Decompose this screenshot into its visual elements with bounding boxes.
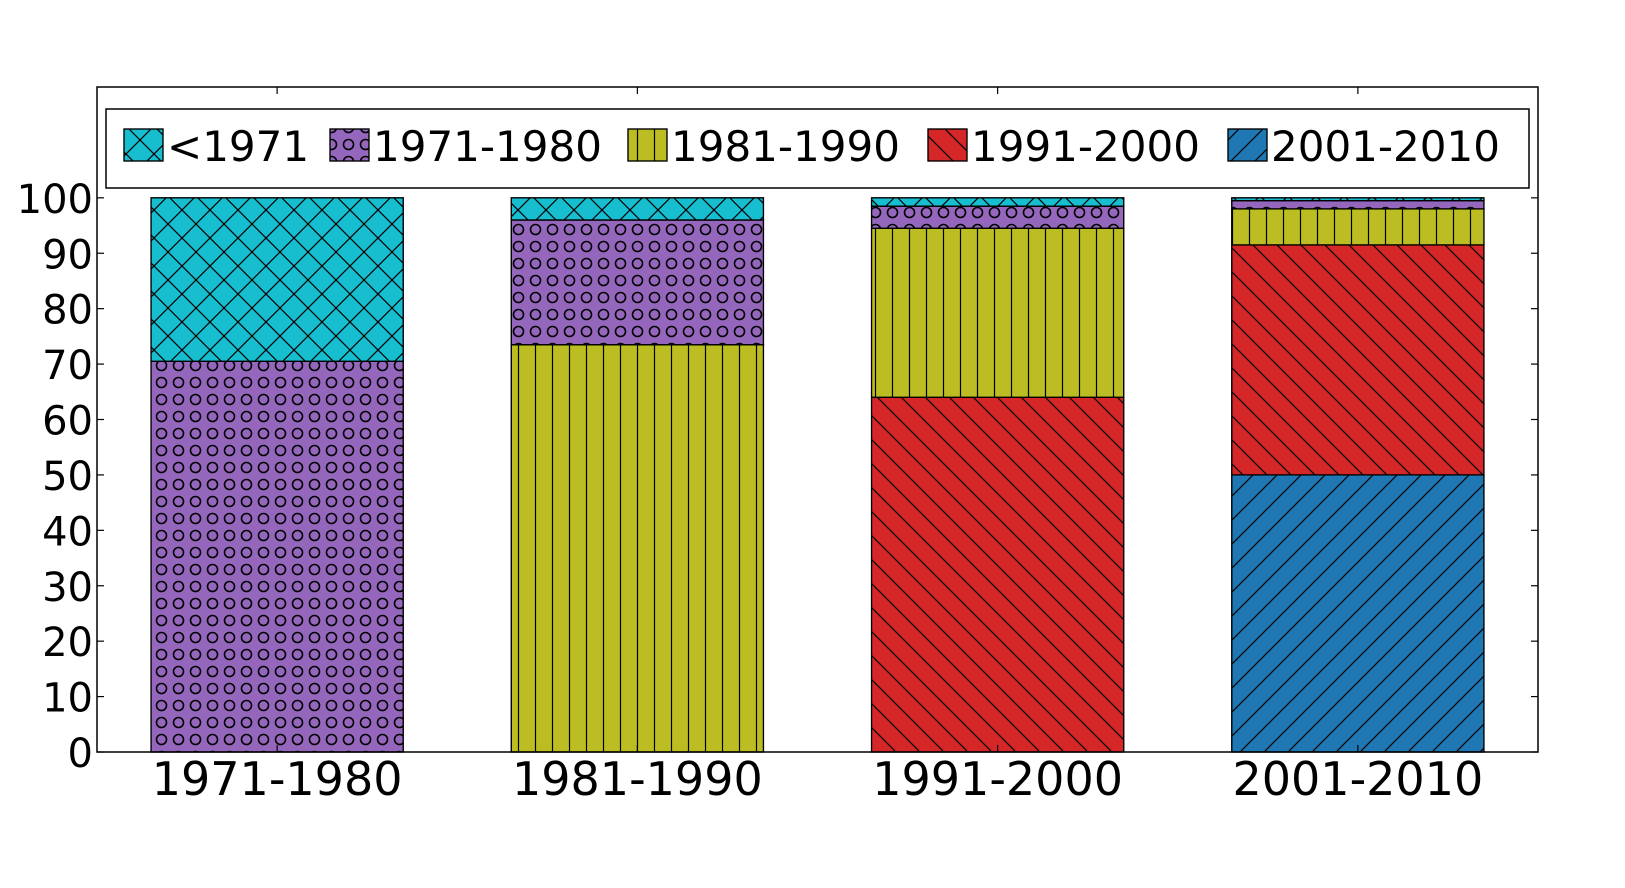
legend-swatch-hatch-before-1971	[123, 128, 164, 162]
legend-label-2001-2010: 2001-2010	[1271, 122, 1500, 171]
x-tick-label: 1991-2000	[872, 752, 1123, 806]
bar-hatch-1981-1990-1981-1990	[510, 344, 765, 753]
x-tick-label: 1981-1990	[512, 752, 763, 806]
legend-swatch-hatch-1991-2000	[927, 128, 968, 162]
bar-hatch-1981-1990-before-1971	[510, 197, 765, 221]
legend: <1971 1971-1980 1981-1990 1991-2000 2001-201…	[105, 108, 1530, 189]
bar-hatch-2001-2010-1981-1990	[1231, 208, 1485, 246]
y-tick-label: 70	[42, 343, 93, 389]
y-tick-label: 40	[42, 509, 93, 555]
y-tick-label: 90	[42, 232, 93, 278]
legend-swatch-hatch-1971-1980	[329, 128, 370, 162]
legend-label-before-1971: <1971	[167, 122, 309, 171]
legend-swatch-hatch-2001-2010	[1227, 128, 1268, 162]
bar-hatch-2001-2010-2001-2010	[1231, 474, 1485, 753]
y-tick-label: 30	[42, 565, 93, 611]
bar-hatch-1991-2000-1981-1990	[870, 227, 1125, 398]
bar-hatch-1991-2000-1991-2000	[870, 396, 1125, 753]
y-tick-label: 50	[42, 454, 93, 500]
y-tick-label: 0	[68, 731, 93, 777]
bar-hatch-1971-1980-before-1971	[150, 197, 404, 362]
bar-hatch-1971-1980-1971-1980	[150, 360, 404, 753]
ticks-group: 0 10 20 30 40 50 60 70 80 90 100 1971-1980 1981-1990…	[17, 87, 1538, 806]
bars-group	[150, 197, 1485, 753]
y-tick-label: 60	[42, 399, 93, 445]
bar-hatch-1991-2000-before-1971	[870, 197, 1125, 207]
legend-label-1991-2000: 1991-2000	[971, 122, 1200, 171]
y-tick-label: 80	[42, 288, 93, 334]
legend-label-1981-1990: 1981-1990	[671, 122, 900, 171]
bar-hatch-2001-2010-1991-2000	[1231, 244, 1485, 476]
x-tick-label: 1971-1980	[152, 752, 403, 806]
y-tick-label: 20	[42, 620, 93, 666]
bar-hatch-2001-2010-1971-1980	[1231, 200, 1485, 210]
y-tick-label: 100	[17, 177, 93, 223]
legend-swatch-hatch-1981-1990	[627, 128, 668, 162]
x-tick-label: 2001-2010	[1233, 752, 1484, 806]
bar-hatch-1991-2000-1971-1980	[870, 205, 1125, 229]
bar-hatch-1981-1990-1971-1980	[510, 219, 765, 346]
bar-hatch-2001-2010-before-1971	[1231, 197, 1485, 202]
y-tick-label: 10	[42, 676, 93, 722]
legend-label-1971-1980: 1971-1980	[373, 122, 602, 171]
